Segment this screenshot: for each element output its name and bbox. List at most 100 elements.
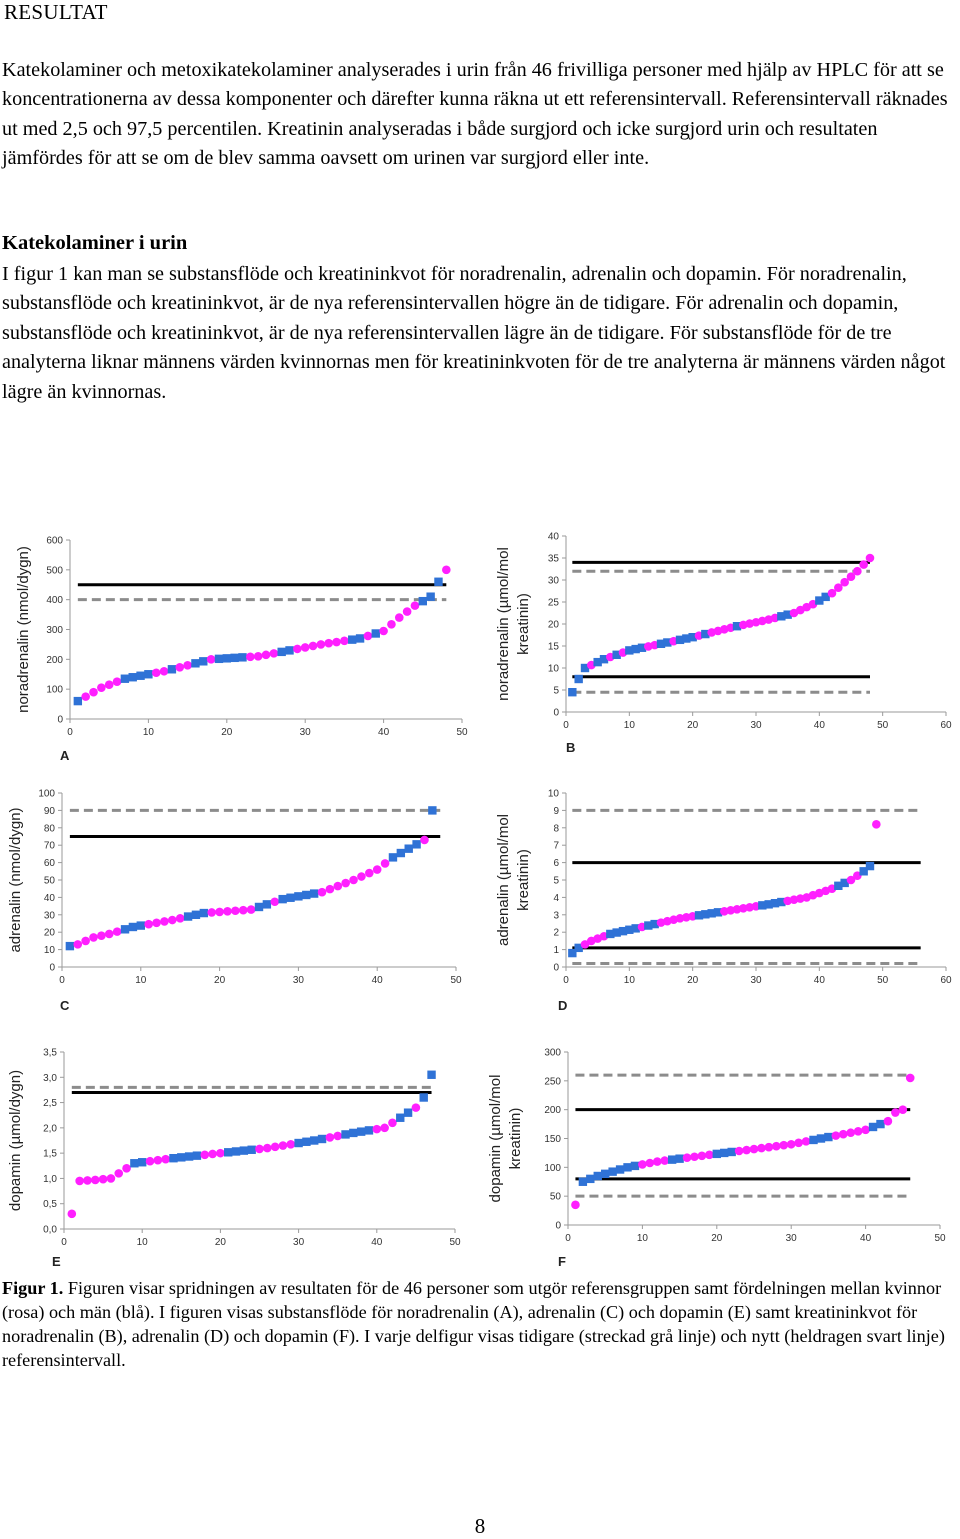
panel-d-point-woman [745,903,754,912]
panel-d-point-man [777,897,786,907]
panel-b-point-woman [827,588,837,598]
panel-f-point-woman [853,1126,863,1136]
panel-c-point-man [262,900,272,909]
panel-b-letter: B [566,740,575,755]
panel-f-point-woman [697,1151,707,1161]
panel-e-point-woman [67,1209,77,1219]
panel-c-y-tick-label: 70 [44,841,56,852]
panel-c-point-woman [97,931,106,940]
panel-e-point-woman [90,1175,100,1185]
panel-e-point-man [239,1146,249,1155]
panel-e-point-woman [83,1176,92,1185]
panel-f-point-woman [705,1150,714,1160]
panel-d-y-tick-label: 3 [553,910,559,921]
panel-f-x-tick-label: 30 [786,1233,798,1244]
panel-c-point-man [294,892,303,901]
panel-e-letter: E [52,1254,61,1269]
panel-c-point-man [302,890,311,900]
panel-a-point-woman [104,680,114,689]
panel-d-point-man [625,925,634,934]
panel-f-point-woman [742,1145,751,1155]
panel-b-point-man [682,634,691,643]
panel-c-x-tick-label: 40 [372,975,384,986]
panel-c-point-woman [207,908,217,917]
caption-text: Figuren visar spridningen av resultaten … [2,1278,945,1370]
panel-e-x-tick-label: 0 [61,1237,67,1248]
panel-d-y-axis-label: adrenalin (µmol/mol [495,814,512,946]
panel-f-x-tick-label: 40 [860,1233,872,1244]
panel-c-point-man [254,902,264,912]
panel-a-point-woman [379,626,388,636]
panel-e-point-man [224,1148,233,1157]
panel-f-point-woman [891,1108,900,1117]
panel-b-point-man [625,646,634,655]
panel-a-y-tick-label: 600 [46,536,63,547]
panel-e-point-woman [161,1154,170,1164]
panel-e-point-woman [278,1141,288,1150]
panel-b-x-tick-label: 20 [687,720,699,731]
panel-d-point-man [694,911,704,920]
panel-c-point-woman [175,913,185,923]
panel-b-x-tick-label: 40 [814,720,826,731]
panel-e-point-woman [255,1144,264,1154]
panel-b-point-man [574,674,583,684]
panel-a-x-tick-label: 50 [456,727,468,738]
panel-d-point-man [770,899,780,908]
panel-a-point-man [136,671,145,680]
panel-e-point-man [396,1113,405,1122]
panel-a-point-woman [293,644,302,654]
panel-d-point-woman [732,905,742,914]
panel-b-point-man [815,596,824,605]
panel-a-point-woman [112,677,122,687]
panel-c-point-man [191,910,201,919]
panel-c-y-tick-label: 90 [44,806,56,817]
panel-a-point-man [371,629,380,638]
panel-b-x-tick-label: 10 [624,720,636,731]
panel-b-y-tick-label: 5 [553,686,559,697]
panel-b-x-tick-label: 30 [750,720,762,731]
panel-e-y-tick-label: 1,5 [43,1149,57,1160]
panel-a-point-woman [300,643,310,652]
panel-c-point-man [278,894,287,904]
panel-a-point-man [199,657,208,666]
panel-a-x-tick-label: 0 [67,727,73,738]
panel-d-point-man [701,910,710,919]
panel-a-point-woman [97,683,106,692]
panel-f-point-man [675,1154,684,1163]
panel-d-point-man [859,867,868,876]
panel-b-y-tick-label: 20 [548,620,560,631]
panel-e-point-woman [106,1174,116,1183]
panel-c-y-tick-label: 60 [44,858,56,869]
panel-a-point-man [222,654,231,663]
panel-e-x-tick-label: 40 [371,1237,383,1248]
panel-f-point-man [809,1135,818,1145]
panel-f-point-man [601,1169,610,1179]
panel-e-y-tick-label: 3,0 [43,1073,57,1084]
panel-e-y-tick-label: 0,0 [43,1225,57,1236]
panel-f-point-woman [645,1158,655,1168]
panel-c-point-woman [246,905,256,914]
panel-e-x-tick-label: 50 [449,1237,461,1248]
panel-e-y-tick-label: 2,0 [43,1123,57,1134]
panel-a-x-tick-label: 40 [378,727,390,738]
panel-e-y-tick-label: 2,5 [43,1098,57,1109]
panel-a-y-tick-label: 300 [46,625,63,636]
caption-label: Figur 1. [2,1278,64,1298]
panel-e-point-man [403,1108,413,1117]
panel-b-y-axis-label: noradrenalin (µmol/mol [495,547,512,701]
panel-f-point-woman [682,1153,692,1163]
panel-d-x-tick-label: 30 [750,975,762,986]
panel-c-point-woman [215,907,224,917]
panel-a-point-man [238,653,247,662]
panel-c-point-woman [152,918,161,928]
panel-d-point-man [713,908,723,917]
panel-a-point-woman [151,668,161,678]
panel-f-point-woman [786,1139,796,1149]
panel-f-point-woman [838,1129,848,1139]
panel-f-point-man [868,1122,878,1132]
panel-e-y-tick-label: 3,5 [43,1048,57,1059]
panel-a-point-man [144,670,153,679]
panel-b-point-man [701,629,710,639]
panel-c-point-man [183,912,193,921]
panel-f-point-woman [638,1160,647,1169]
